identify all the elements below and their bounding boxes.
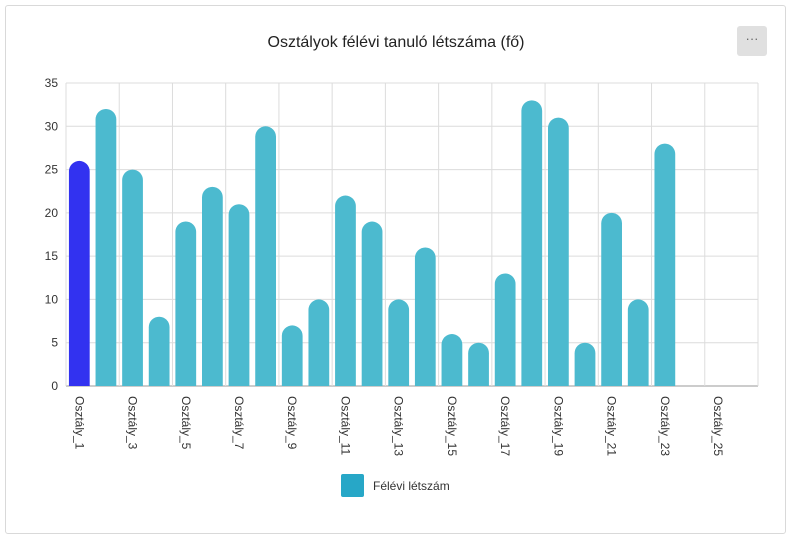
- bar: [601, 212, 622, 386]
- bar: [175, 221, 197, 386]
- bar: [441, 334, 463, 386]
- bar: [574, 342, 596, 386]
- bar: [202, 186, 223, 386]
- x-tick-label: Osztály_25: [711, 396, 725, 456]
- bar: [228, 204, 250, 386]
- bar: [548, 117, 569, 386]
- bar: [308, 299, 330, 386]
- bar: [281, 325, 303, 386]
- y-tick-label: 0: [51, 379, 58, 393]
- x-tick-label: Osztály_9: [285, 396, 299, 450]
- legend-label: Félévi létszám: [373, 478, 450, 493]
- bar: [468, 342, 489, 386]
- bar: [148, 316, 170, 386]
- y-tick-label: 35: [45, 76, 59, 90]
- x-tick-label: Osztály_7: [232, 396, 246, 450]
- y-tick-label: 10: [45, 292, 59, 306]
- chart-title: Osztályok félévi tanuló létszáma (fő): [267, 34, 525, 51]
- bar: [122, 169, 143, 386]
- bar: [414, 247, 436, 386]
- y-tick-label: 30: [45, 119, 59, 133]
- bar: [95, 108, 117, 386]
- x-tick-label: Osztály_19: [551, 396, 565, 456]
- y-tick-label: 20: [45, 206, 59, 220]
- bar: [255, 126, 276, 386]
- bar: [494, 273, 516, 386]
- bar: [627, 299, 649, 386]
- x-tick-label: Osztály_15: [445, 396, 459, 456]
- bar: [68, 160, 90, 386]
- x-tick-label: Osztály_5: [179, 396, 193, 450]
- y-tick-label: 5: [51, 336, 58, 350]
- bar: [654, 143, 676, 386]
- ellipsis-icon[interactable]: ···: [737, 26, 767, 56]
- bar: [388, 299, 410, 386]
- x-tick-label: Osztály_23: [658, 396, 672, 456]
- bar: [335, 195, 356, 386]
- x-tick-label: Osztály_21: [605, 396, 619, 456]
- y-tick-label: 25: [45, 163, 59, 177]
- x-tick-label: Osztály_11: [338, 396, 352, 455]
- x-tick-label: Osztály_13: [392, 396, 406, 456]
- y-tick-label: 15: [45, 249, 59, 263]
- legend[interactable]: Félévi létszám: [341, 474, 450, 497]
- legend-swatch: [341, 474, 364, 497]
- bar: [521, 100, 543, 387]
- x-tick-label: Osztály_17: [498, 396, 512, 456]
- x-tick-label: Osztály_1: [72, 396, 86, 450]
- bar: [361, 221, 383, 386]
- x-tick-label: Osztály_3: [126, 396, 140, 450]
